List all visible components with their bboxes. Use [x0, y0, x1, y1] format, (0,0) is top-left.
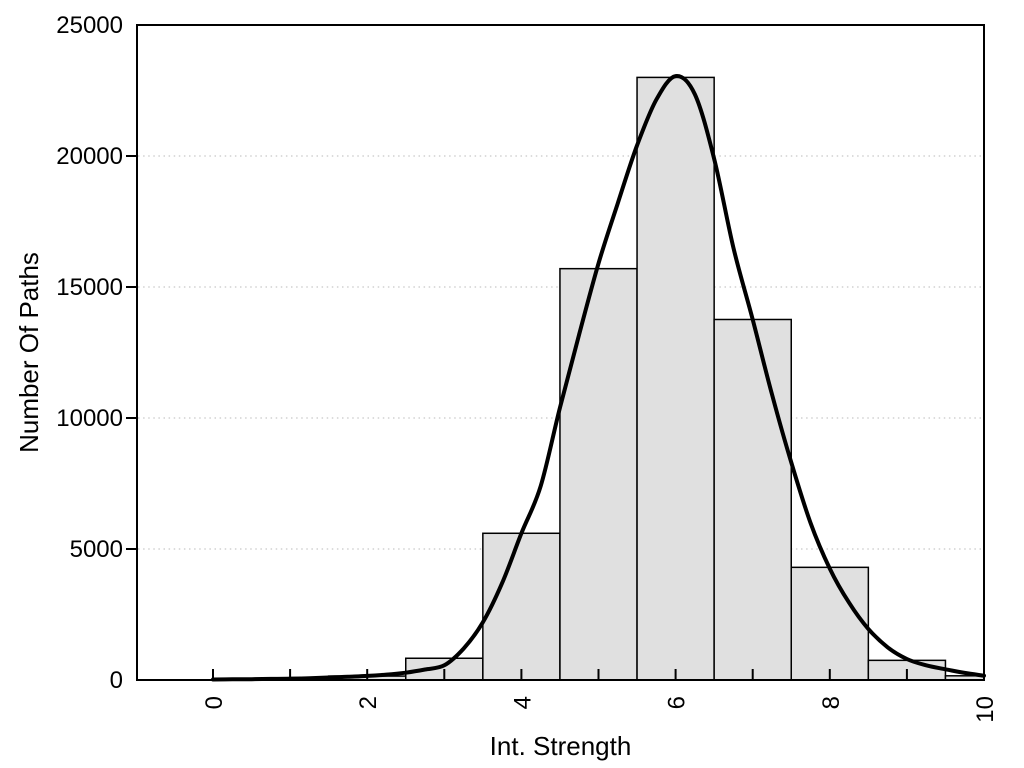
y-axis-ticks [126, 155, 137, 550]
x-tick-label-10: 10 [972, 696, 999, 723]
x-tick-label-0: 0 [201, 696, 228, 709]
y-tick-label-0: 0 [110, 667, 123, 694]
y-tick-label-10000: 10000 [56, 405, 123, 432]
gridlines-layer [138, 155, 983, 550]
plot-frame [136, 24, 985, 681]
x-axis-title: Int. Strength [490, 731, 632, 761]
histogram-bars-layer [327, 76, 985, 681]
y-tick-label-5000: 5000 [70, 536, 123, 563]
x-tick-label-8: 8 [818, 696, 845, 709]
y-axis-title: Number Of Paths [14, 252, 44, 453]
x-axis-ticks [212, 669, 985, 680]
histogram-bar-center-4 [482, 532, 561, 681]
histogram-bar-center-7 [713, 318, 793, 681]
y-tick-label-15000: 15000 [56, 274, 123, 301]
x-tick-label-6: 6 [664, 696, 691, 709]
x-axis-tick-labels: 0 2 4 6 8 10 [201, 696, 999, 723]
histogram-bar-center-8 [790, 566, 870, 681]
y-tick-label-20000: 20000 [56, 143, 123, 170]
y-tick-label-25000: 25000 [56, 12, 123, 39]
histogram-bar-center-6 [636, 76, 715, 681]
y-axis-tick-labels: 0 5000 10000 15000 20000 25000 [56, 12, 123, 694]
histogram-bar-center-5 [559, 267, 638, 681]
x-tick-label-4: 4 [509, 696, 536, 709]
x-tick-label-2: 2 [355, 696, 382, 709]
density-curve [211, 74, 986, 682]
